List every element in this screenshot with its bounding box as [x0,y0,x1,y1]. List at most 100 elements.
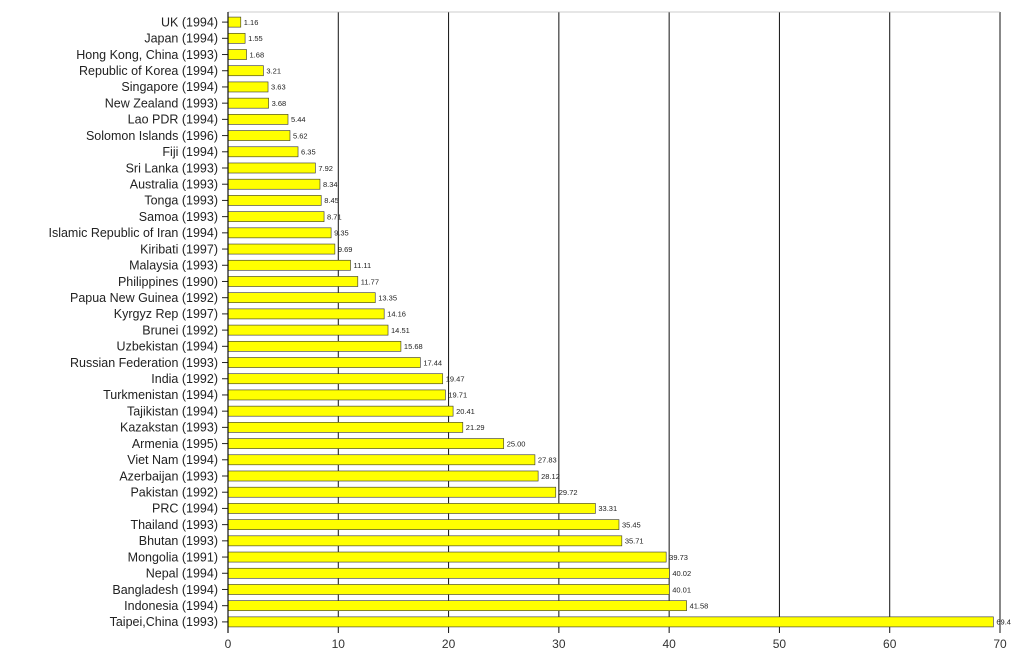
value-label: 3.63 [271,83,286,92]
category-label: Thailand (1993) [130,518,218,532]
category-label: Viet Nam (1994) [127,453,218,467]
bar [227,470,539,482]
value-label: 14.16 [387,310,406,319]
x-tick-label: 70 [993,637,1007,651]
bar [227,276,359,287]
category-label: Singapore (1994) [121,80,218,94]
value-label: 3.21 [266,67,281,76]
category-label: Australia (1993) [130,178,218,192]
x-tick-label: 60 [883,637,897,651]
value-label: 69.4 [996,618,1011,627]
category-label: Brunei (1992) [142,323,218,337]
category-label: Republic of Korea (1994) [79,64,218,78]
y-axis [222,12,229,633]
category-label: Papua New Guinea (1992) [70,291,218,305]
value-label: 13.35 [378,293,397,302]
bar [227,146,299,158]
value-label: 40.01 [672,585,691,594]
value-label: 40.02 [672,569,691,578]
category-label: Fiji (1994) [162,145,218,159]
x-tick-label: 40 [662,637,676,651]
value-label: 29.72 [559,488,578,497]
value-label: 5.44 [291,115,306,124]
x-tick-label: 10 [332,637,346,651]
value-label: 8.71 [327,212,342,221]
bar [227,535,623,547]
value-label: 39.73 [669,553,688,562]
bar [227,178,321,190]
value-label: 15.68 [404,342,423,351]
category-label: India (1992) [151,372,218,386]
bar [227,195,322,206]
bar [227,389,446,401]
category-labels: UK (1994) Japan (1994) Hong Kong, China (1… [48,15,218,629]
value-label: 35.45 [622,520,641,529]
bar [227,600,687,612]
value-label: 33.31 [598,504,617,513]
value-label: 9.69 [338,245,353,254]
bar [227,551,667,563]
x-tick-label: 30 [552,637,566,651]
value-label: 27.83 [538,456,557,465]
value-label: 25.00 [507,439,526,448]
category-label: Hong Kong, China (1993) [76,48,218,62]
category-label: Indonesia (1994) [124,599,218,613]
value-label: 41.58 [690,601,709,610]
category-label: Azerbaijan (1993) [119,469,218,483]
category-label: Mongolia (1991) [128,550,218,564]
bar [227,162,316,174]
category-label: PRC (1994) [152,502,218,516]
bars [227,16,994,628]
category-label: Russian Federation (1993) [70,356,218,370]
value-label: 11.11 [354,261,372,270]
value-label: 14.51 [391,326,410,335]
bar [227,243,336,255]
x-axis-tick-labels: 0 10 20 30 40 50 60 70 [225,637,1007,651]
bar [227,227,332,239]
category-label: Kiribati (1997) [140,242,218,256]
bar [227,114,289,125]
bar [227,211,325,222]
category-label: Armenia (1995) [132,437,218,451]
bar [227,357,421,368]
x-tick-label: 50 [773,637,787,651]
category-label: Philippines (1990) [118,275,218,289]
bar [227,32,246,44]
category-label: Japan (1994) [144,32,218,46]
category-label: New Zealand (1993) [105,96,218,110]
value-label: 17.44 [423,358,442,367]
category-label: Islamic Republic of Iran (1994) [48,226,218,240]
value-label: 5.62 [293,131,308,140]
bar [227,259,351,271]
bar [227,81,269,93]
bar [227,486,557,498]
category-label: Malaysia (1993) [129,259,218,273]
value-label: 3.68 [272,99,287,108]
category-label: Bangladesh (1994) [112,583,218,597]
bar [227,16,242,28]
category-label: Solomon Islands (1996) [86,129,218,143]
category-label: Taipei,China (1993) [110,615,218,629]
bar [227,616,994,628]
bar [227,324,389,336]
value-label: 1.16 [244,18,259,27]
value-label: 19.47 [446,375,465,384]
value-label: 7.92 [318,164,333,173]
category-label: Kazakstan (1993) [120,421,218,435]
value-label: 9.35 [334,229,349,238]
bar [227,97,269,109]
value-label: 6.35 [301,148,316,157]
x-tick-label: 0 [225,637,232,651]
value-label: 11.77 [361,277,379,286]
value-labels: 1.16 1.55 1.683.21 3.63 3.68 5.44 5.62 6.357.92… [244,18,1011,627]
value-label: 1.55 [248,34,263,43]
category-label: Tonga (1993) [144,194,218,208]
bar [227,340,402,352]
bar [227,308,385,320]
category-label: Bhutan (1993) [139,534,218,548]
category-label: Kyrgyz Rep (1997) [114,307,218,321]
category-label: Pakistan (1992) [130,486,218,500]
value-label: 21.29 [466,423,485,432]
value-label: 1.68 [250,50,265,59]
